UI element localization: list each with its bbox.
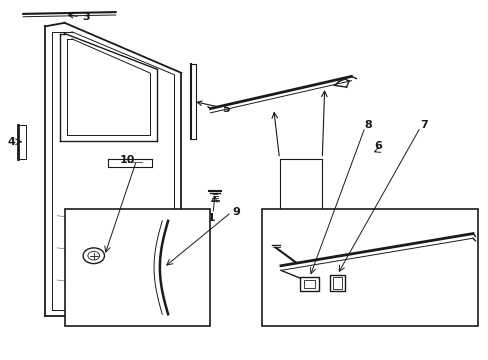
- Text: 4: 4: [7, 138, 15, 148]
- Text: 2: 2: [334, 211, 342, 221]
- Text: 3: 3: [68, 13, 90, 22]
- Bar: [332, 277, 342, 289]
- Text: 7: 7: [420, 120, 427, 130]
- Text: 6: 6: [373, 141, 381, 151]
- Text: 5: 5: [197, 101, 230, 113]
- Text: 9: 9: [232, 207, 240, 217]
- Text: 10: 10: [120, 156, 135, 165]
- Bar: [261, 208, 477, 327]
- Text: 1: 1: [296, 248, 304, 258]
- Text: 8: 8: [364, 120, 371, 130]
- Bar: [329, 275, 345, 291]
- Bar: [303, 280, 315, 288]
- Bar: [64, 208, 210, 327]
- Text: 11: 11: [200, 212, 215, 222]
- Bar: [300, 277, 318, 291]
